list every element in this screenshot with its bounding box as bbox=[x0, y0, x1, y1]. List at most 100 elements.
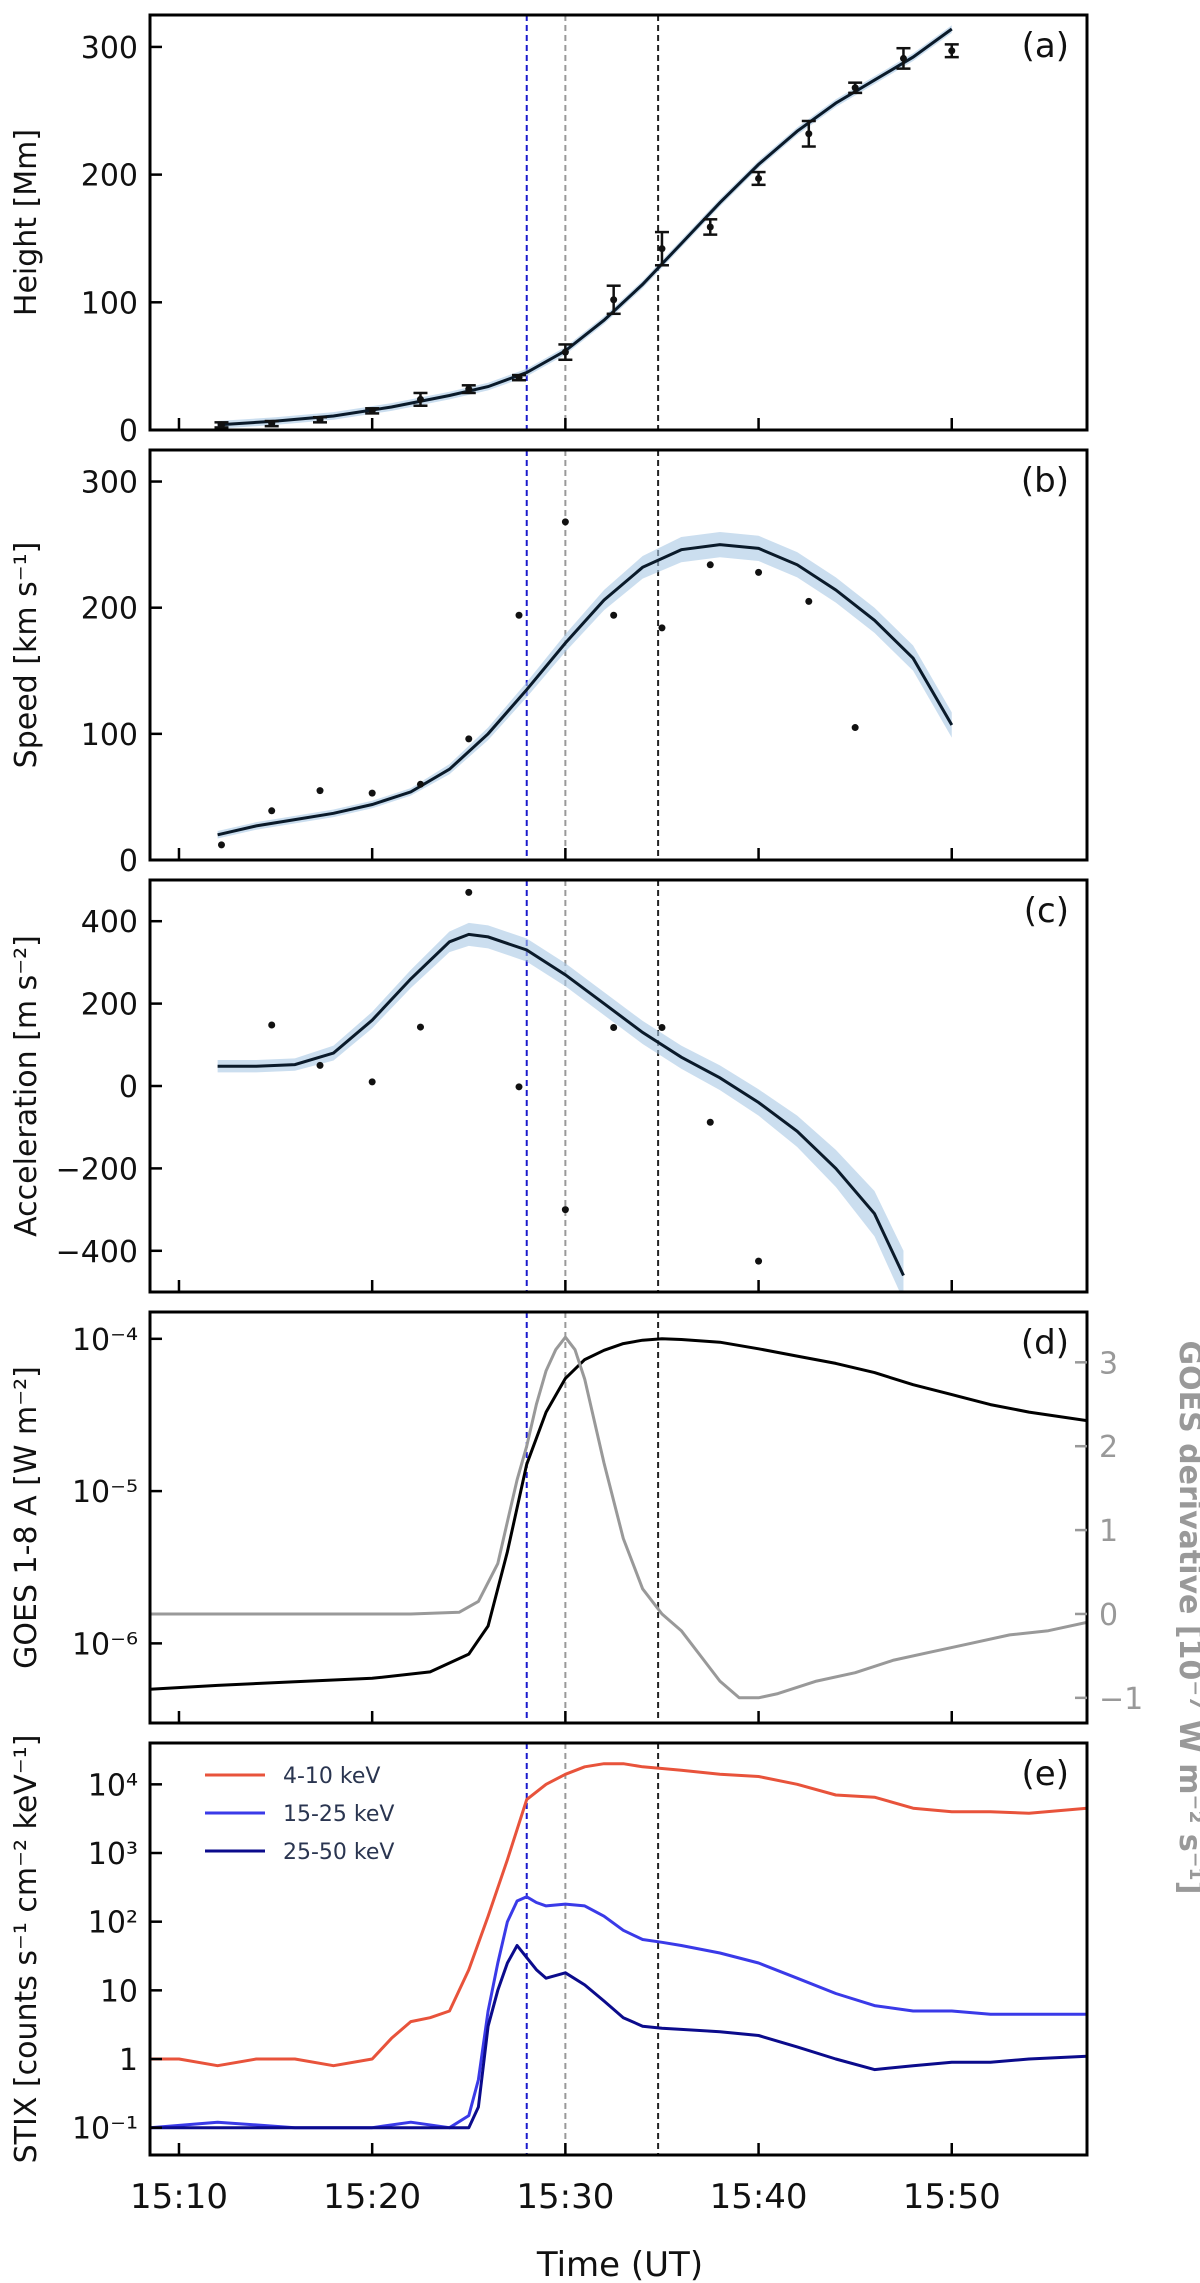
data-point bbox=[755, 568, 763, 576]
panel-b-frame bbox=[148, 448, 1089, 862]
data-point bbox=[706, 561, 714, 569]
fit-uncertainty-band bbox=[217, 25, 952, 429]
panel-b: 0 100 200 300 Speed [km s⁻¹] (b) bbox=[9, 448, 1089, 879]
data-point bbox=[851, 724, 859, 732]
data-point bbox=[706, 223, 714, 231]
panel-label: (e) bbox=[1022, 1754, 1069, 1794]
fit-line bbox=[217, 932, 905, 1277]
y-tick-label: 10² bbox=[88, 1906, 138, 1941]
data-point bbox=[706, 1118, 714, 1126]
panel-c: −400 −200 0 200 400 Acceleration [m s⁻²] (c) bbox=[9, 878, 1089, 1294]
data-point bbox=[268, 420, 276, 428]
panel-a: 0 100 200 300 Height [Mm] (a) bbox=[9, 13, 1089, 449]
series-line-goes-derivative bbox=[150, 1335, 1087, 1700]
data-point bbox=[610, 1023, 618, 1031]
data-point bbox=[465, 385, 473, 393]
panel-c-frame bbox=[148, 878, 1089, 1294]
y-axis-title: GOES 1-8 A [W m⁻²] bbox=[9, 1366, 44, 1669]
data-point bbox=[805, 597, 813, 605]
data-point bbox=[316, 1061, 324, 1069]
fit-line bbox=[217, 543, 954, 837]
fit-uncertainty-band bbox=[217, 922, 904, 1292]
panel-e: 10⁻¹ 1 10 10² 10³ 10⁴ STIX [counts s⁻¹ cm⁻² ke… bbox=[9, 1735, 1089, 2164]
x-axis-title: Time (UT) bbox=[536, 2245, 703, 2283]
fit-uncertainty-band bbox=[217, 532, 952, 839]
y-right-tick-label: −1 bbox=[1099, 1682, 1143, 1717]
data-point bbox=[416, 1023, 424, 1031]
y-tick-label: 200 bbox=[81, 592, 138, 627]
series-line-goes-1-8-a-flux bbox=[150, 1337, 1087, 1691]
x-tick-label: 15:50 bbox=[903, 2177, 1001, 2217]
y-tick-label: 10⁴ bbox=[88, 1768, 138, 1803]
y-tick-label: 10 bbox=[100, 1974, 138, 2009]
panel-label: (a) bbox=[1022, 26, 1069, 66]
data-point bbox=[416, 780, 424, 788]
data-point bbox=[316, 787, 324, 795]
y-tick-label: −200 bbox=[56, 1152, 138, 1187]
y-right-tick-label: 1 bbox=[1099, 1514, 1118, 1549]
legend-label: 25-50 keV bbox=[283, 1840, 394, 1865]
y-tick-label: 300 bbox=[81, 31, 138, 66]
data-point bbox=[561, 518, 569, 526]
y-axis-title: Height [Mm] bbox=[9, 129, 44, 316]
data-point bbox=[851, 84, 859, 92]
y-tick-label: 100 bbox=[81, 718, 138, 753]
fit-line bbox=[217, 27, 953, 427]
panel-d: 10⁻⁶ 10⁻⁵ 10⁻⁴ −1 0 1 2 3 GOES derivative [10⁻⁷ … bbox=[9, 1310, 1200, 1895]
panel-e-marks bbox=[150, 1743, 1087, 2155]
data-point bbox=[658, 245, 666, 253]
data-point bbox=[368, 1078, 376, 1086]
legend-label: 15-25 keV bbox=[283, 1802, 394, 1827]
y-right-tick-label: 0 bbox=[1099, 1598, 1118, 1633]
data-point bbox=[658, 1023, 666, 1031]
y-tick-label: 1 bbox=[119, 2043, 138, 2078]
x-tick-label: 15:20 bbox=[323, 2177, 421, 2217]
y-tick-label: 10³ bbox=[88, 1837, 138, 1872]
series-line-4-10-kev bbox=[150, 1762, 1087, 2068]
data-point bbox=[805, 130, 813, 138]
y-tick-label: −400 bbox=[56, 1235, 138, 1270]
data-point bbox=[515, 374, 523, 382]
y-tick-label: 0 bbox=[119, 844, 138, 879]
data-point bbox=[217, 841, 225, 849]
panel-label: (b) bbox=[1021, 461, 1069, 501]
y-tick-label: 200 bbox=[81, 988, 138, 1023]
data-point bbox=[515, 611, 523, 619]
y-tick-label: 10⁻⁵ bbox=[72, 1475, 138, 1510]
data-point bbox=[610, 296, 618, 304]
data-point bbox=[368, 407, 376, 415]
y-tick-label: 300 bbox=[81, 466, 138, 501]
y-axis-title: Speed [km s⁻¹] bbox=[9, 542, 44, 769]
data-point bbox=[368, 789, 376, 797]
series-line-25-50-kev bbox=[150, 1944, 1087, 2130]
y-tick-label: 10⁻⁶ bbox=[72, 1627, 138, 1662]
x-tick-label: 15:30 bbox=[516, 2177, 614, 2217]
y-tick-label: 0 bbox=[119, 1070, 138, 1105]
y-tick-label: 10⁻⁴ bbox=[72, 1323, 138, 1358]
data-point bbox=[561, 1206, 569, 1214]
data-point bbox=[755, 174, 763, 182]
data-point bbox=[465, 888, 473, 896]
x-tick-label: 15:10 bbox=[130, 2177, 228, 2217]
y-axis-title-right: GOES derivative [10⁻⁷ W m⁻² s⁻¹] bbox=[1172, 1341, 1200, 1895]
y-right-tick-label: 2 bbox=[1099, 1430, 1118, 1465]
panel-b-marks bbox=[217, 450, 954, 860]
panel-e-frame bbox=[148, 1741, 1089, 2157]
legend-label: 4-10 keV bbox=[283, 1764, 380, 1789]
panel-d-marks bbox=[150, 1312, 1087, 1723]
data-point bbox=[561, 348, 569, 356]
panel-d-frame bbox=[148, 1310, 1089, 1725]
data-point bbox=[268, 807, 276, 815]
y-right-tick-label: 3 bbox=[1099, 1346, 1118, 1381]
data-point bbox=[268, 1021, 276, 1029]
data-point bbox=[465, 735, 473, 743]
data-point bbox=[416, 395, 424, 403]
series-line-15-25-kev bbox=[150, 1895, 1087, 2130]
panel-label: (c) bbox=[1024, 891, 1069, 931]
data-point bbox=[658, 624, 666, 632]
data-point bbox=[755, 1257, 763, 1265]
y-axis-title: STIX [counts s⁻¹ cm⁻² keV⁻¹] bbox=[9, 1735, 44, 2164]
y-tick-label: 100 bbox=[81, 286, 138, 321]
